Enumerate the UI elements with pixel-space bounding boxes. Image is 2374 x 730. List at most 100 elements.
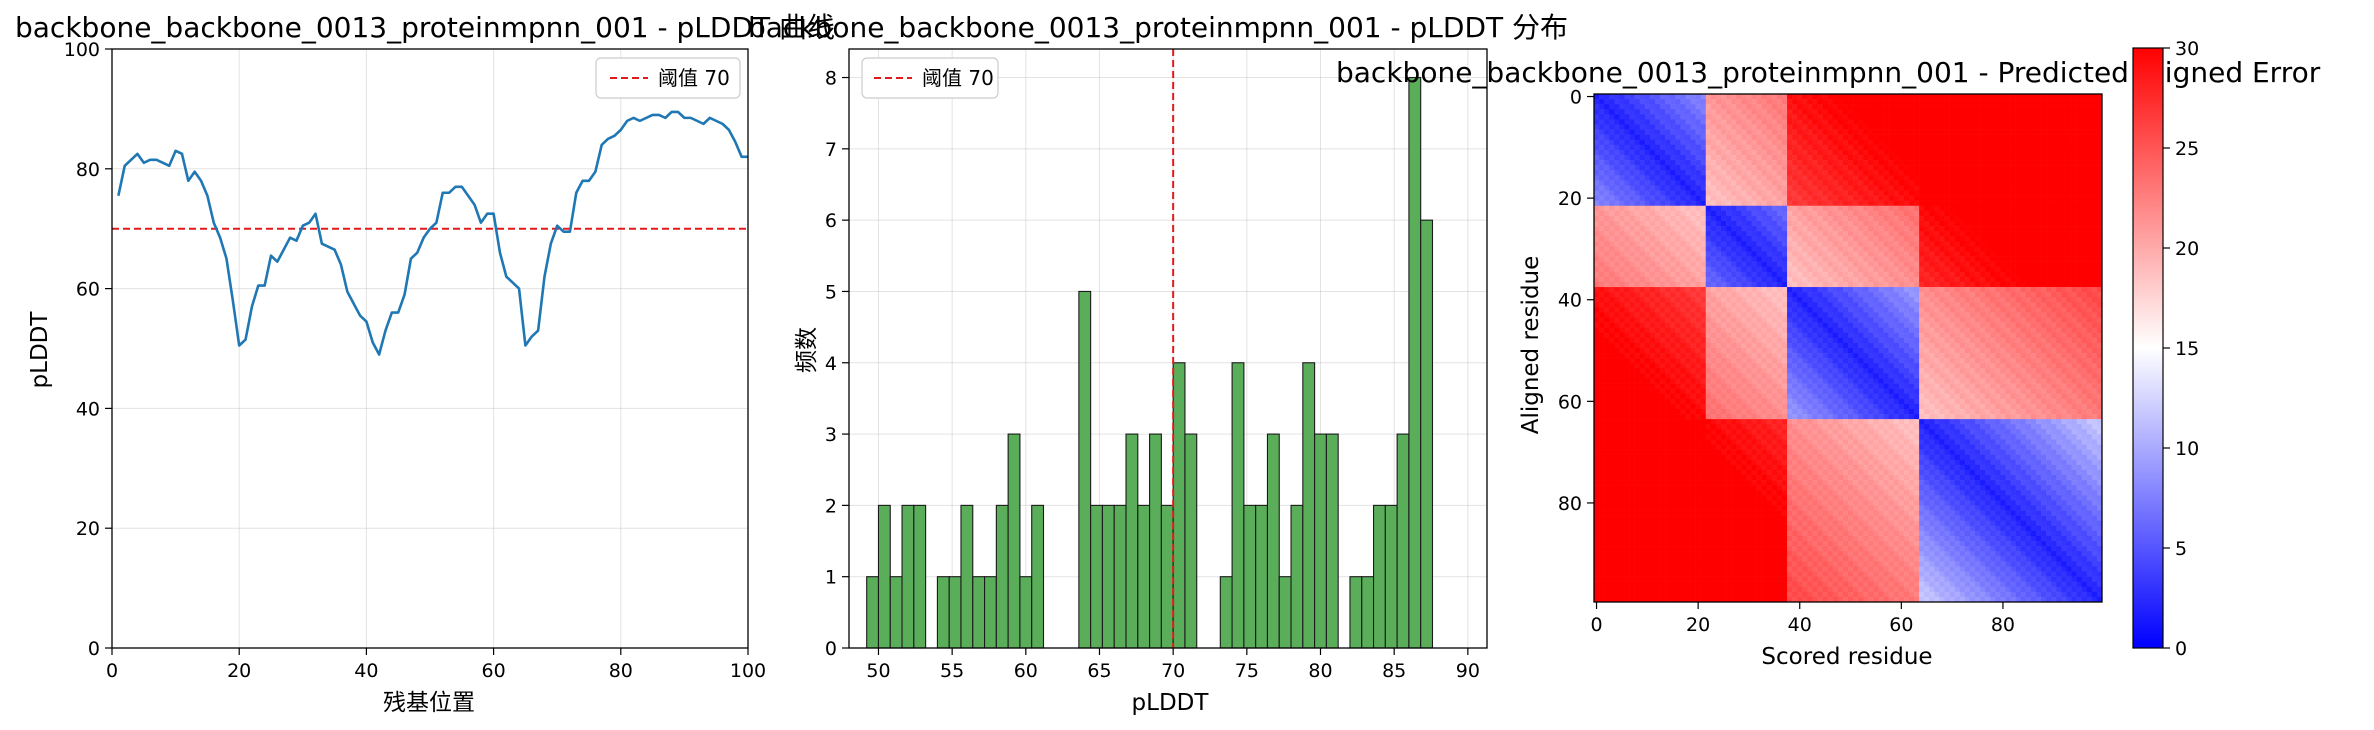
heatmap-cell bbox=[1741, 266, 1747, 273]
heatmap-cell bbox=[1817, 302, 1823, 308]
heatmap-cell bbox=[2076, 94, 2082, 100]
heatmap-cell bbox=[1858, 129, 1864, 135]
heatmap-cell bbox=[1975, 261, 1981, 268]
heatmap-cell bbox=[1898, 139, 1905, 146]
heatmap-cell bbox=[1705, 190, 1712, 196]
heatmap-cell bbox=[1827, 119, 1834, 125]
heatmap-cell bbox=[1771, 165, 1778, 171]
heatmap-cell bbox=[2046, 114, 2052, 120]
heatmap-cell bbox=[2041, 154, 2047, 161]
heatmap-cell bbox=[1705, 119, 1712, 125]
heatmap-cell bbox=[1995, 180, 2001, 186]
heatmap-cell bbox=[1721, 231, 1727, 237]
heatmap-cell bbox=[2035, 109, 2042, 115]
heatmap-cell bbox=[1812, 226, 1818, 232]
heatmap-cell bbox=[1837, 215, 1844, 222]
heatmap-cell bbox=[1619, 144, 1625, 151]
heatmap-cell bbox=[1797, 94, 1803, 100]
histogram-bar bbox=[1149, 433, 1162, 649]
heatmap-cell bbox=[1644, 287, 1651, 293]
heatmap-cell bbox=[2096, 144, 2103, 151]
heatmap-cell bbox=[1736, 190, 1742, 196]
heatmap-cell bbox=[1619, 292, 1625, 298]
heatmap-cell bbox=[1929, 231, 1935, 237]
heatmap-cell bbox=[1807, 231, 1813, 237]
heatmap-cell bbox=[2035, 271, 2042, 278]
legend-entry: 阈值 70 bbox=[922, 66, 994, 90]
heatmap-cell bbox=[1807, 129, 1813, 135]
heatmap-cell bbox=[1710, 312, 1717, 318]
heatmap-cell bbox=[1710, 292, 1717, 298]
heatmap-cell bbox=[1680, 119, 1686, 125]
heatmap-cell bbox=[1726, 276, 1732, 283]
heatmap-cell bbox=[2041, 160, 2047, 166]
heatmap-cell bbox=[2056, 276, 2062, 283]
heatmap-cell bbox=[1619, 200, 1625, 207]
heatmap-cell bbox=[1939, 104, 1945, 110]
heatmap-cell bbox=[1654, 221, 1661, 227]
heatmap-cell bbox=[1721, 195, 1727, 201]
heatmap-cell bbox=[2091, 175, 2098, 181]
heatmap-cell bbox=[1604, 302, 1610, 308]
heatmap-cell bbox=[2010, 271, 2016, 278]
heatmap-cell bbox=[1644, 251, 1651, 257]
heatmap-cell bbox=[1741, 170, 1747, 176]
heatmap-cell bbox=[1599, 327, 1605, 334]
heatmap-cell bbox=[1731, 276, 1737, 283]
heatmap-cell bbox=[1812, 266, 1818, 273]
heatmap-cell bbox=[1710, 114, 1717, 120]
heatmap-cell bbox=[1751, 261, 1757, 268]
heatmap-cell bbox=[1695, 99, 1701, 105]
heatmap-cell bbox=[1903, 205, 1910, 212]
heatmap-cell bbox=[1878, 271, 1884, 278]
heatmap-cell bbox=[1822, 180, 1828, 186]
heatmap-cell bbox=[2025, 292, 2032, 298]
heatmap-cell bbox=[1990, 210, 1996, 217]
heatmap-cell bbox=[1929, 332, 1935, 339]
heatmap-cell bbox=[1644, 200, 1651, 207]
heatmap-cell bbox=[1842, 256, 1849, 262]
heatmap-cell bbox=[1797, 144, 1803, 151]
heatmap-cell bbox=[1832, 332, 1839, 339]
heatmap-cell bbox=[1771, 210, 1778, 217]
heatmap-cell bbox=[1685, 129, 1691, 135]
heatmap-cell bbox=[1914, 307, 1920, 313]
heatmap-cell bbox=[1624, 226, 1630, 232]
heatmap-cell bbox=[1771, 149, 1778, 156]
heatmap-cell bbox=[2046, 119, 2052, 125]
heatmap-cell bbox=[1594, 281, 1600, 288]
heatmap-cell bbox=[1766, 205, 1773, 212]
heatmap-cell bbox=[1614, 307, 1620, 313]
heatmap-cell bbox=[1822, 144, 1828, 151]
heatmap-cell bbox=[2025, 144, 2032, 151]
x-ticks: 0 20 40 60 80 100 bbox=[106, 648, 766, 682]
heatmap-cell bbox=[2025, 94, 2032, 100]
heatmap-cell bbox=[1853, 205, 1859, 212]
heatmap-cell bbox=[1939, 236, 1945, 242]
heatmap-cell bbox=[1873, 241, 1879, 247]
heatmap-cell bbox=[2020, 119, 2027, 125]
heatmap-cell bbox=[1654, 251, 1661, 257]
heatmap-cell bbox=[1619, 231, 1625, 237]
heatmap-cell bbox=[2081, 327, 2088, 334]
heatmap-cell bbox=[1710, 307, 1717, 313]
heatmap-cells bbox=[1594, 94, 2103, 603]
heatmap-cell bbox=[1731, 302, 1737, 308]
heatmap-cell bbox=[1776, 312, 1783, 318]
heatmap-cell bbox=[1959, 139, 1966, 146]
heatmap-cell bbox=[1858, 200, 1864, 207]
heatmap-cell bbox=[1837, 190, 1844, 196]
heatmap-cell bbox=[2046, 266, 2052, 273]
heatmap-cell bbox=[1954, 271, 1961, 278]
heatmap-cell bbox=[1914, 210, 1920, 217]
heatmap-cell bbox=[1726, 104, 1732, 110]
heatmap-cell bbox=[1604, 292, 1610, 298]
heatmap-cell bbox=[1837, 104, 1844, 110]
heatmap-cell bbox=[1771, 104, 1778, 110]
heatmap-cell bbox=[1980, 332, 1986, 339]
heatmap-cell bbox=[1639, 129, 1646, 135]
heatmap-cell bbox=[1908, 205, 1915, 212]
heatmap-cell bbox=[1944, 109, 1950, 115]
heatmap-cell bbox=[1924, 154, 1930, 161]
heatmap-cell bbox=[1969, 165, 1976, 171]
